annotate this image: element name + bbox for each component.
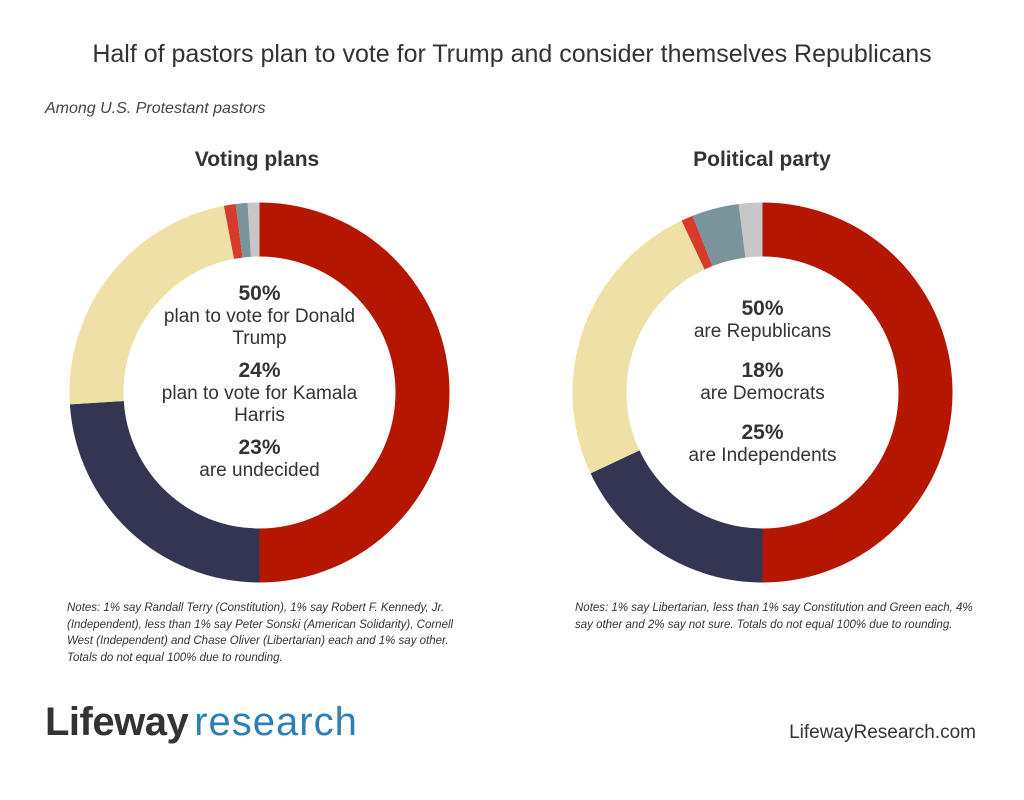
stat-percent: 50% (741, 297, 784, 320)
stat-percent: 24% (238, 358, 281, 382)
center-labels: 50% are Republicans 18% are Democrats 25… (640, 297, 885, 476)
stat-percent: 18% (741, 358, 784, 382)
center-stat: 23% are undecided (137, 436, 382, 482)
stat-label: are undecided (199, 459, 320, 481)
donut-slice-6 (247, 202, 260, 257)
stat-label: plan to vote for Kamala Harris (161, 382, 358, 426)
stat-label: are Independents (688, 445, 837, 467)
center-stat: 18% are Democrats (640, 359, 885, 405)
notes-voting: Notes: 1% say Randall Terry (Constitutio… (67, 602, 454, 665)
donut-slice-4 (223, 203, 243, 259)
donut-chart-political-party: 50% are Republicans 18% are Democrats 25… (570, 200, 955, 585)
stat-percent: 50% (238, 282, 281, 305)
donut-svg (572, 202, 953, 583)
page-title: Half of pastors plan to vote for Trump a… (92, 40, 932, 68)
donut-slice-1 (259, 202, 450, 583)
center-stat: 24% plan to vote for Kamala Harris (137, 359, 382, 427)
logo-word-research: research (194, 700, 358, 744)
donut-slice-2 (69, 401, 260, 583)
center-stat: 50% are Republicans (640, 297, 885, 343)
chart-title-party: Political party (693, 148, 831, 171)
donut-slice-6 (738, 202, 763, 258)
donut-slice-5 (692, 203, 746, 267)
center-labels: 50% plan to vote for Donald Trump 24% pl… (137, 282, 382, 491)
notes-party: Notes: 1% say Libertarian, less than 1% … (575, 602, 973, 631)
stat-label: are Democrats (700, 383, 825, 405)
donut-chart-voting-plans: 50% plan to vote for Donald Trump 24% pl… (67, 200, 452, 585)
donut-slice-2 (590, 450, 763, 583)
chart-title-voting: Voting plans (194, 148, 320, 171)
donut-slice-1 (762, 202, 953, 583)
lifeway-research-logo: Lifeway research (45, 702, 358, 742)
stat-percent: 25% (741, 420, 784, 444)
donut-slice-3 (69, 205, 235, 405)
donut-slice-5 (235, 202, 251, 258)
stat-label: are Republicans (693, 321, 832, 343)
stat-percent: 23% (238, 435, 281, 459)
stat-label: plan to vote for Donald Trump (163, 306, 356, 349)
center-stat: 50% plan to vote for Donald Trump (137, 282, 382, 350)
page-subtitle: Among U.S. Protestant pastors (45, 100, 266, 117)
donut-slice-3 (572, 220, 705, 474)
website-url: LifewayResearch.com (789, 722, 976, 743)
logo-word-lifeway: Lifeway (45, 700, 189, 744)
center-stat: 25% are Independents (640, 421, 885, 467)
donut-slice-4 (681, 215, 713, 270)
donut-svg (69, 202, 450, 583)
